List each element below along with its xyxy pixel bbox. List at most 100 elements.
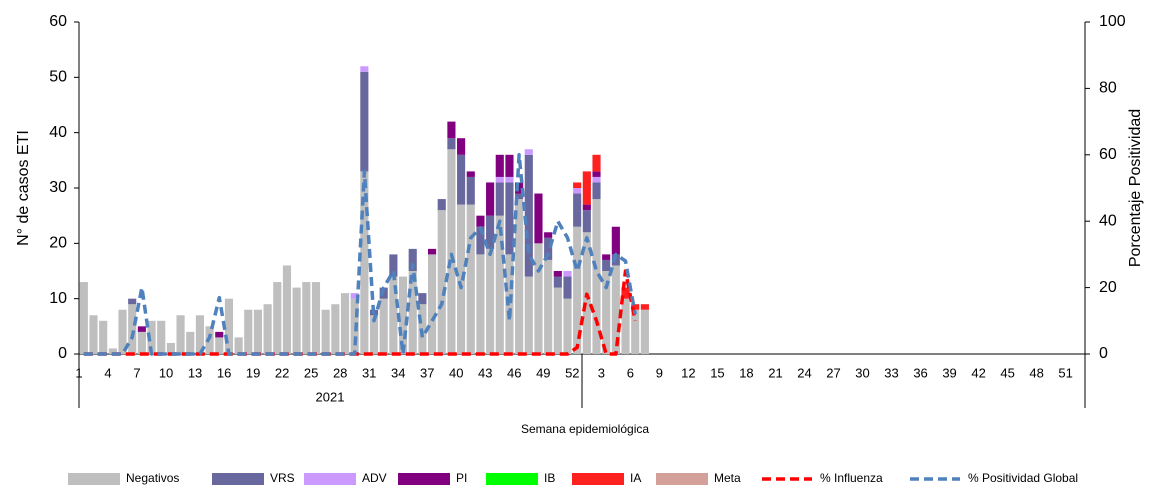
x-tick-label: 10 — [159, 365, 173, 380]
legend-label: PI — [456, 471, 467, 485]
bar — [553, 287, 562, 354]
bar — [486, 248, 495, 354]
legend-label: Negativos — [126, 471, 179, 485]
y-tick-label: 40 — [49, 124, 67, 141]
line-series — [83, 153, 637, 356]
bar — [476, 226, 485, 255]
bar — [321, 309, 330, 354]
bar — [137, 326, 146, 332]
legend-swatch — [398, 473, 450, 485]
bar — [137, 331, 146, 354]
y2-tick-label: 40 — [1099, 212, 1117, 229]
bar — [582, 210, 591, 233]
bar — [486, 215, 495, 249]
y2-tick-label: 0 — [1099, 345, 1108, 362]
legend-label: % Influenza — [820, 471, 883, 485]
x-tick-label: 27 — [826, 365, 840, 380]
bar — [389, 254, 398, 277]
bar — [602, 254, 611, 260]
bar — [398, 276, 408, 354]
bar — [389, 276, 398, 354]
y-tick-label: 10 — [49, 290, 67, 307]
bar — [147, 320, 156, 354]
bar — [592, 182, 601, 200]
bar — [515, 182, 524, 194]
bar — [466, 204, 475, 354]
bar — [457, 138, 466, 155]
x-tick-label: 7 — [133, 365, 140, 380]
bar — [631, 309, 640, 354]
bar — [118, 309, 127, 354]
legend-label: IA — [630, 471, 641, 485]
x-tick-label: 52 — [565, 365, 579, 380]
bar — [534, 243, 543, 354]
legend-label: ADV — [362, 471, 387, 485]
legend-swatch — [486, 473, 538, 485]
bar — [524, 149, 533, 155]
x-tick-label: 25 — [304, 365, 318, 380]
bar — [89, 315, 98, 354]
bar — [640, 309, 649, 354]
x-tick-label: 15 — [710, 365, 724, 380]
bar — [195, 315, 204, 354]
y2-tick-label: 60 — [1099, 146, 1117, 163]
x-tick-label: 36 — [913, 365, 927, 380]
x-tick-label: 43 — [478, 365, 492, 380]
bar — [592, 171, 601, 177]
y-tick-label: 20 — [49, 235, 67, 252]
y2-tick-label: 100 — [1099, 13, 1126, 30]
x-tick-label: 45 — [1000, 365, 1014, 380]
x-tick-label: 19 — [246, 365, 260, 380]
x-tick-label: 34 — [391, 365, 405, 380]
x-tick-label: 37 — [420, 365, 434, 380]
year-label: 2021 — [316, 389, 345, 404]
bar — [186, 331, 195, 354]
bar — [495, 154, 504, 177]
bar — [602, 271, 611, 354]
bar — [428, 248, 437, 255]
bar — [282, 265, 292, 354]
x-tick-label: 42 — [971, 365, 985, 380]
bar — [544, 259, 553, 354]
bar — [457, 154, 466, 205]
bar — [505, 176, 514, 183]
x-tick-label: 31 — [362, 365, 376, 380]
bar — [602, 259, 611, 271]
bar — [592, 154, 601, 172]
bar — [157, 320, 166, 354]
bar — [505, 182, 514, 255]
bar — [340, 293, 350, 354]
x-tick-label: 4 — [104, 365, 111, 380]
x-tick-label: 51 — [1058, 365, 1072, 380]
legend-label: VRS — [270, 471, 295, 485]
bar — [360, 71, 369, 172]
bar — [128, 304, 137, 354]
bar — [544, 232, 553, 238]
bar — [563, 298, 572, 354]
legend-swatch — [572, 473, 624, 485]
bar — [563, 271, 572, 277]
bar — [224, 298, 233, 354]
x-tick-label: 33 — [884, 365, 898, 380]
bar — [273, 282, 282, 354]
bar — [573, 226, 582, 354]
bar — [447, 121, 456, 139]
bar — [515, 193, 524, 200]
bar — [582, 171, 591, 205]
bar — [640, 304, 649, 310]
bar — [408, 248, 417, 271]
bar — [128, 298, 137, 305]
bar — [573, 188, 582, 194]
bar — [621, 298, 630, 354]
x-tick-label: 3 — [598, 365, 605, 380]
bar — [515, 199, 524, 354]
bar — [524, 154, 533, 277]
bar — [524, 276, 533, 354]
x-tick-label: 18 — [739, 365, 753, 380]
bar — [553, 271, 562, 277]
bar — [379, 298, 388, 354]
bar — [447, 138, 456, 150]
y-tick-label: 60 — [49, 13, 67, 30]
y2-tick-label: 20 — [1099, 279, 1117, 296]
bar — [215, 331, 224, 338]
